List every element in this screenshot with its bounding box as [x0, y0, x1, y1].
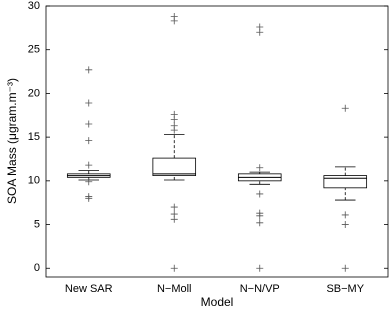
- outlier: [85, 99, 93, 107]
- y-tick-label: 15: [28, 131, 40, 143]
- x-tick-label: SB−MY: [326, 283, 364, 295]
- outlier: [170, 264, 178, 272]
- y-tick-label: 10: [28, 175, 40, 187]
- y-tick-label: 25: [28, 44, 40, 56]
- y-tick-label: 20: [28, 87, 40, 99]
- outlier: [341, 104, 349, 112]
- outlier: [256, 264, 264, 272]
- x-tick-label: N−N/VP: [240, 283, 280, 295]
- outlier: [170, 203, 178, 211]
- outlier: [85, 66, 93, 74]
- outlier: [341, 264, 349, 272]
- x-tick-label: New SAR: [65, 283, 113, 295]
- outlier: [170, 215, 178, 223]
- outlier: [256, 212, 264, 220]
- outlier: [341, 211, 349, 219]
- outlier: [256, 28, 264, 36]
- x-axis-label: Model: [201, 295, 234, 309]
- outlier: [85, 161, 93, 169]
- y-axis-label: SOA Mass (μgram.m⁻³): [5, 78, 19, 204]
- outlier: [85, 178, 93, 186]
- outlier: [170, 126, 178, 134]
- x-tick-label: N−Moll: [157, 283, 192, 295]
- plot-frame: [45, 5, 389, 278]
- outlier: [341, 221, 349, 229]
- box: [152, 157, 197, 176]
- box: [323, 175, 368, 189]
- outlier: [170, 116, 178, 124]
- outlier: [85, 194, 93, 202]
- outlier: [256, 190, 264, 198]
- outlier: [256, 219, 264, 227]
- outlier: [85, 120, 93, 128]
- outlier: [85, 137, 93, 145]
- outlier: [256, 164, 264, 172]
- y-tick-label: 0: [34, 262, 40, 274]
- outlier: [170, 17, 178, 25]
- y-tick-label: 5: [34, 218, 40, 230]
- y-tick-label: 30: [28, 0, 40, 12]
